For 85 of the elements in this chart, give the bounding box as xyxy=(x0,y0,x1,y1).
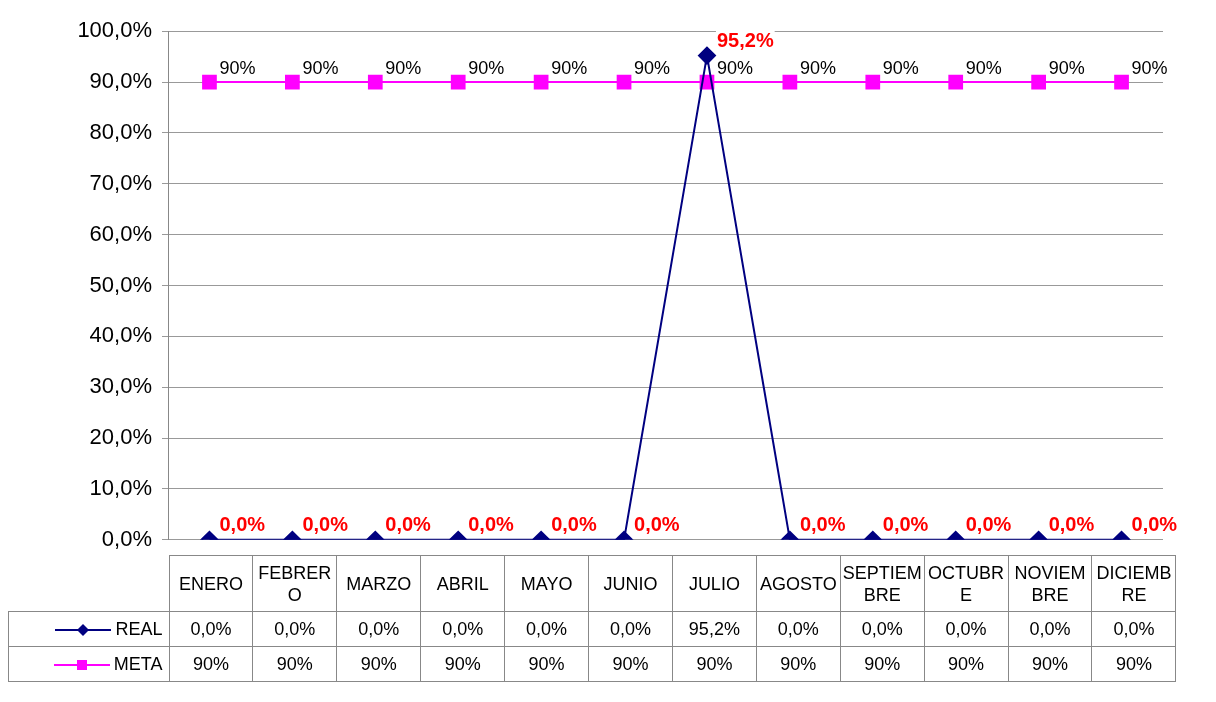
data-label: 90% xyxy=(169,646,253,682)
x-tick-label: JUNIO xyxy=(588,555,673,612)
x-tick-label: NOVIEMBRE xyxy=(1008,555,1092,612)
text: 90% xyxy=(1131,58,1168,79)
x-tick-label: MAYO xyxy=(504,555,589,612)
x-tick-label: AGOSTO xyxy=(756,555,841,612)
data-label: 0,0% xyxy=(756,611,841,647)
x-tick-label: ABRIL xyxy=(420,555,505,612)
data-label: 0,0% xyxy=(1091,611,1176,647)
point xyxy=(697,46,716,65)
x-tick-label: MARZO xyxy=(336,555,421,612)
y-tick-label: 0,0% xyxy=(101,525,152,551)
text: 0,0% xyxy=(302,513,348,536)
text: 90% xyxy=(799,58,836,79)
text: 0,0% xyxy=(551,513,597,536)
text: 90% xyxy=(1048,58,1085,79)
data-label: 0,0% xyxy=(169,611,253,647)
text: 90% xyxy=(634,58,671,79)
y-tick-label: 10,0% xyxy=(89,475,152,500)
text: 90% xyxy=(965,58,1002,79)
point xyxy=(782,74,798,90)
y-tick-label: 20,0% xyxy=(89,424,152,450)
text: 0,0% xyxy=(219,513,266,536)
data-label: 0,0% xyxy=(504,611,589,647)
data-label: 90% xyxy=(756,646,841,682)
point xyxy=(367,74,383,90)
point xyxy=(533,74,549,90)
data-label: 90% xyxy=(336,646,421,682)
text: 0,0% xyxy=(799,513,846,536)
text: 90% xyxy=(219,58,256,79)
data-label: 90% xyxy=(924,646,1009,682)
point xyxy=(616,74,632,90)
text: 90% xyxy=(716,58,753,79)
data-label: 0,0% xyxy=(420,611,505,647)
point xyxy=(285,74,300,90)
text: 90% xyxy=(302,58,339,79)
x-tick-label: JULIO xyxy=(672,555,757,612)
x-tick-label: FEBRERO xyxy=(252,555,337,612)
data-label: 90% xyxy=(504,646,589,682)
point xyxy=(1114,74,1129,90)
text: 90% xyxy=(551,58,588,79)
data-label: 0,0% xyxy=(840,611,925,647)
text: 0,0% xyxy=(882,513,929,536)
y-tick-label: 90,0% xyxy=(89,68,152,94)
data-label: 90% xyxy=(840,646,925,682)
text: 90% xyxy=(385,58,422,79)
text: 95,2% xyxy=(716,29,774,52)
data-label: 0,0% xyxy=(588,611,673,647)
x-tick-label: ENERO xyxy=(169,555,253,612)
text: 0,0% xyxy=(385,513,431,536)
x-tick-label: DICIEMBRE xyxy=(1091,555,1176,612)
legend-label: META xyxy=(8,646,169,682)
point xyxy=(202,74,217,90)
data-label: 90% xyxy=(1008,646,1092,682)
point xyxy=(1031,74,1046,90)
text: 90% xyxy=(882,58,919,79)
point xyxy=(450,74,466,90)
data-label: 90% xyxy=(588,646,673,682)
y-tick-label: 60,0% xyxy=(89,220,152,246)
y-tick-label: 30,0% xyxy=(89,373,152,399)
text: 0,0% xyxy=(468,513,514,536)
legend-label: REAL xyxy=(8,611,169,647)
data-label: 90% xyxy=(672,646,757,682)
data-label: 95,2% xyxy=(672,611,757,647)
text: 0,0% xyxy=(634,513,680,536)
text: 0,0% xyxy=(965,513,1012,536)
x-tick-label: SEPTIEMBRE xyxy=(840,555,925,612)
y-tick-label: 80,0% xyxy=(89,118,152,144)
data-label: 0,0% xyxy=(1008,611,1092,647)
data-label: 90% xyxy=(420,646,505,682)
y-tick-label: 40,0% xyxy=(89,322,152,348)
data-label: 0,0% xyxy=(336,611,421,647)
text: 0,0% xyxy=(1048,513,1095,536)
data-label: 0,0% xyxy=(924,611,1009,647)
x-tick-label: OCTUBRE xyxy=(924,555,1009,612)
data-label: 90% xyxy=(252,646,337,682)
y-tick-label: 100,0% xyxy=(77,17,152,43)
point xyxy=(865,74,881,90)
point xyxy=(948,74,964,90)
text: 0,0% xyxy=(1131,513,1178,536)
data-label: 0,0% xyxy=(252,611,337,647)
y-tick-label: 50,0% xyxy=(89,271,152,297)
data-label: 90% xyxy=(1091,646,1176,682)
text: 90% xyxy=(468,58,505,79)
y-tick-label: 70,0% xyxy=(89,169,152,195)
